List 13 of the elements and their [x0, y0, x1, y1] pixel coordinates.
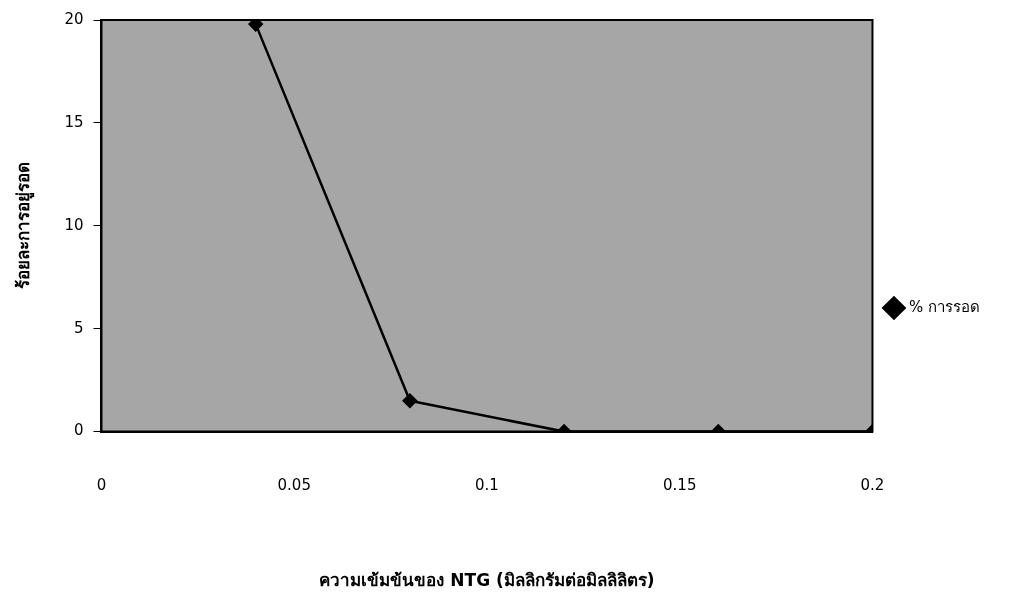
y-tick-label: 5: [73, 318, 84, 337]
legend-label: % การรอด: [908, 297, 981, 316]
y-tick-label: 0: [73, 421, 84, 440]
x-axis-title: ความเข้มข้นของ NTG (มิลลิกรัมต่อมิลลิลิตร): [319, 570, 655, 591]
y-axis-title: ร้อยละการอยู่รอด: [12, 162, 35, 290]
x-tick-label: 0.05: [277, 476, 311, 495]
x-tick-label: 0.15: [663, 476, 697, 495]
x-tick-label: 0.2: [860, 476, 885, 495]
y-tick-label: 20: [64, 9, 84, 28]
y-tick-label: 15: [64, 112, 84, 131]
y-tick-label: 10: [64, 215, 84, 234]
x-tick-label: 0: [96, 476, 107, 495]
x-tick-label: 0.1: [475, 476, 499, 495]
